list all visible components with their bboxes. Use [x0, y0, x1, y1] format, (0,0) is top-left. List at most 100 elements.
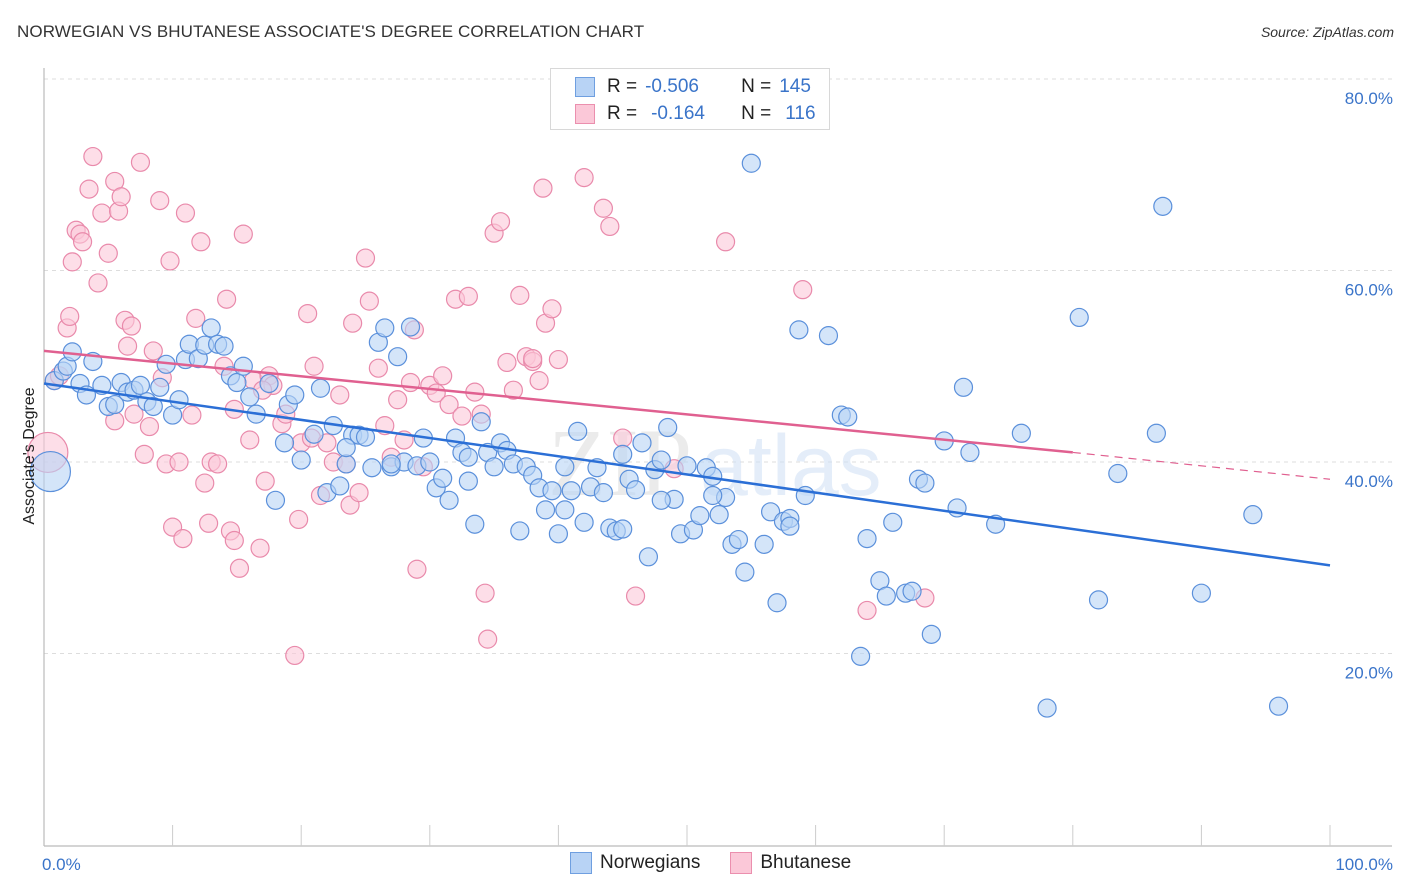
norwegian-point — [201, 318, 221, 338]
norwegian-point — [381, 454, 401, 474]
norwegian-point — [400, 317, 421, 337]
bhutanese-point — [368, 358, 388, 378]
bhutanese-point — [510, 285, 530, 305]
norwegian-point — [29, 450, 72, 493]
source-label: Source: ZipAtlas.com — [1260, 24, 1394, 40]
bhutanese-point — [150, 191, 170, 211]
norwegian-point — [741, 153, 761, 173]
trend-lines — [43, 349, 1331, 567]
norwegian-point — [625, 480, 646, 500]
bhutanese-point — [625, 586, 646, 606]
bhutanese-point — [407, 559, 427, 579]
norwegian-point — [465, 514, 485, 534]
norwegian-point — [555, 500, 575, 520]
bhutanese-point — [173, 528, 193, 549]
bhutanese-point — [191, 232, 211, 252]
bhutanese-point — [285, 645, 305, 666]
n-value: 145 — [779, 76, 811, 97]
bhutanese-point — [458, 286, 478, 306]
x-tick-label: 0.0% — [42, 855, 81, 874]
series-legend: Norwegians Bhutanese — [570, 852, 881, 874]
norwegian-point — [259, 373, 279, 394]
bhutanese-point — [542, 299, 562, 319]
r-value: -0.506 — [645, 76, 699, 97]
bhutanese-point — [195, 473, 215, 493]
bhutanese-point — [233, 224, 253, 244]
bhutanese-point — [475, 583, 495, 603]
bhutanese-trend-line — [43, 349, 1073, 454]
norwegian-point — [789, 320, 809, 340]
y-axis-label: Associate's Degree — [21, 387, 38, 524]
bhutanese-points — [27, 146, 935, 666]
bhutanese-point — [359, 291, 379, 311]
chart-title: NORWEGIAN VS BHUTANESE ASSOCIATE'S DEGRE… — [17, 22, 645, 41]
bhutanese-point — [169, 452, 189, 472]
bhutanese-point — [143, 341, 163, 361]
bhutanese-point — [255, 471, 275, 491]
y-tick-label: 60.0% — [1345, 281, 1393, 300]
y-tick-label: 80.0% — [1345, 89, 1393, 108]
y-tick-labels: 20.0% 40.0% 60.0% 80.0% — [1345, 89, 1393, 683]
norwegian-point — [857, 528, 877, 549]
bhutanese-point — [186, 308, 206, 328]
bhutanese-point — [433, 366, 453, 386]
bhutanese-point — [60, 306, 80, 327]
bhutanese-point — [217, 289, 237, 309]
norwegians-swatch — [575, 77, 595, 97]
bhutanese-point — [98, 243, 118, 263]
norwegian-point — [130, 375, 151, 395]
norwegians-swatch — [570, 852, 592, 874]
norwegian-point — [291, 450, 311, 470]
norwegian-point — [375, 318, 395, 338]
bhutanese-point — [503, 380, 523, 400]
bhutanese-point — [388, 390, 408, 410]
norwegian-point — [105, 394, 125, 415]
norwegian-point — [677, 456, 697, 476]
norwegian-point — [613, 444, 633, 464]
bhutanese-point — [111, 187, 131, 207]
norwegian-point — [754, 534, 774, 554]
legend-item-norwegians[interactable]: Norwegians — [570, 852, 700, 874]
norwegian-point — [542, 481, 562, 501]
legend-row-bhutanese: R = -0.164 N = 116 — [575, 101, 816, 127]
bhutanese-point — [83, 146, 103, 167]
bhutanese-point — [523, 348, 543, 369]
norwegian-point — [420, 452, 440, 472]
bhutanese-point — [175, 203, 196, 223]
bhutanese-point — [574, 168, 594, 188]
bhutanese-point — [289, 509, 309, 530]
bhutanese-point — [124, 404, 144, 424]
norwegian-point — [150, 377, 170, 397]
norwegian-point — [915, 473, 935, 493]
bhutanese-trend-extension — [1072, 451, 1331, 480]
norwegian-point — [651, 490, 671, 510]
norwegian-point — [143, 396, 163, 417]
bhutanese-swatch — [730, 852, 753, 874]
bhutanese-point — [88, 273, 108, 293]
bhutanese-point — [355, 248, 376, 268]
n-value: 116 — [785, 103, 816, 124]
norwegian-point — [568, 421, 588, 441]
norwegian-point — [658, 417, 678, 438]
norwegian-point — [510, 521, 530, 541]
bhutanese-point — [600, 216, 620, 237]
bhutanese-point — [497, 352, 517, 373]
legend-item-bhutanese[interactable]: Bhutanese — [730, 852, 851, 874]
legend-label: Norwegians — [600, 852, 701, 873]
norwegian-point — [902, 581, 922, 601]
y-tick-label: 20.0% — [1345, 664, 1393, 683]
bhutanese-point — [130, 152, 151, 172]
r-label: R = — [607, 103, 638, 124]
bhutanese-swatch — [575, 104, 595, 124]
norwegian-point — [233, 356, 253, 376]
bhutanese-point — [548, 349, 569, 370]
bhutanese-point — [613, 428, 633, 448]
bhutanese-point — [298, 303, 318, 324]
norwegian-point — [703, 485, 723, 506]
norwegian-point — [728, 529, 749, 550]
n-label: N = — [741, 103, 772, 124]
norwegian-point — [1243, 505, 1263, 525]
norwegian-point — [574, 512, 594, 532]
norwegian-point — [838, 407, 858, 427]
